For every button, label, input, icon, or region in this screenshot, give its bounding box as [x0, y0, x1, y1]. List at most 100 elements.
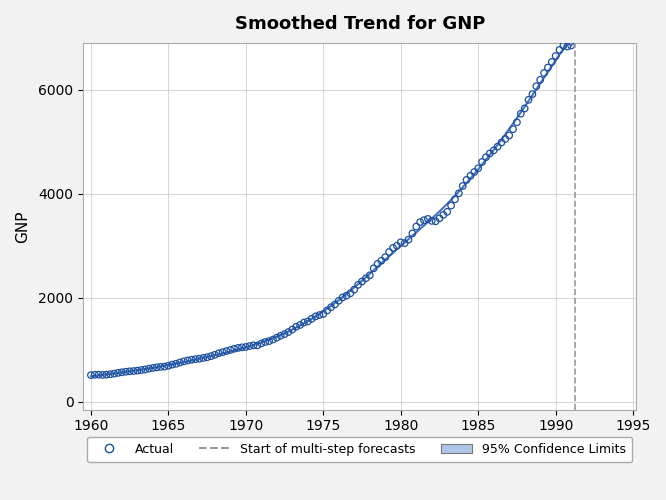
- Point: [302, 318, 313, 326]
- Point: [477, 158, 488, 166]
- Y-axis label: GNP: GNP: [15, 210, 30, 242]
- Point: [403, 236, 414, 244]
- Point: [558, 42, 569, 50]
- Point: [109, 370, 119, 378]
- Point: [298, 318, 309, 326]
- Point: [458, 182, 468, 190]
- Point: [353, 281, 364, 289]
- Point: [244, 342, 255, 350]
- Point: [86, 371, 97, 379]
- Point: [341, 292, 352, 300]
- Point: [469, 168, 480, 176]
- Point: [392, 242, 402, 250]
- Point: [295, 321, 306, 329]
- Point: [221, 347, 232, 355]
- Point: [93, 370, 104, 378]
- Point: [419, 216, 430, 224]
- Point: [159, 362, 170, 370]
- Point: [178, 358, 189, 366]
- Point: [539, 69, 549, 77]
- Point: [422, 215, 433, 223]
- Point: [236, 344, 247, 351]
- X-axis label: DATE: DATE: [340, 442, 380, 456]
- Point: [217, 348, 228, 356]
- Point: [240, 343, 251, 351]
- Point: [515, 110, 526, 118]
- Point: [535, 76, 545, 84]
- Point: [140, 366, 151, 374]
- Point: [349, 286, 360, 294]
- Point: [546, 58, 557, 66]
- Legend: Actual, Start of multi-step forecasts, 95% Confidence Limits: Actual, Start of multi-step forecasts, 9…: [87, 436, 632, 462]
- Point: [554, 46, 565, 54]
- Point: [198, 354, 208, 362]
- Point: [310, 312, 321, 320]
- Point: [511, 118, 522, 126]
- Point: [450, 196, 460, 203]
- Point: [357, 278, 368, 285]
- Point: [210, 351, 220, 359]
- Point: [488, 146, 499, 154]
- Title: Smoothed Trend for GNP: Smoothed Trend for GNP: [234, 15, 485, 33]
- Point: [125, 368, 135, 376]
- Point: [330, 300, 340, 308]
- Point: [167, 360, 178, 368]
- Point: [318, 310, 328, 318]
- Point: [400, 239, 410, 247]
- Point: [388, 244, 398, 252]
- Point: [326, 303, 336, 311]
- Point: [190, 355, 201, 363]
- Point: [117, 368, 127, 376]
- Point: [372, 260, 383, 268]
- Point: [136, 366, 147, 374]
- Point: [364, 272, 375, 280]
- Point: [279, 330, 290, 338]
- Point: [89, 371, 100, 379]
- Point: [291, 323, 302, 331]
- Point: [396, 238, 406, 246]
- Point: [144, 364, 155, 372]
- Point: [481, 153, 492, 161]
- Point: [272, 334, 282, 342]
- Point: [543, 64, 553, 72]
- Point: [430, 218, 441, 226]
- Point: [337, 294, 348, 302]
- Point: [101, 370, 112, 378]
- Point: [113, 369, 123, 377]
- Point: [434, 214, 445, 222]
- Point: [446, 202, 456, 209]
- Point: [407, 230, 418, 237]
- Point: [527, 90, 537, 98]
- Point: [151, 364, 162, 372]
- Point: [275, 332, 286, 340]
- Point: [376, 256, 387, 264]
- Point: [256, 340, 266, 347]
- Point: [252, 342, 263, 349]
- Point: [562, 42, 573, 50]
- Point: [426, 217, 437, 225]
- Point: [507, 125, 518, 133]
- Point: [492, 142, 503, 150]
- Point: [531, 82, 541, 90]
- Point: [148, 364, 159, 372]
- Point: [462, 176, 472, 184]
- Point: [334, 296, 344, 304]
- Point: [121, 368, 131, 376]
- Point: [232, 344, 243, 352]
- Point: [128, 367, 139, 375]
- Point: [174, 358, 185, 366]
- Point: [264, 337, 274, 345]
- Point: [415, 218, 426, 226]
- Point: [550, 52, 561, 60]
- Point: [105, 370, 116, 378]
- Point: [202, 353, 212, 361]
- Point: [496, 138, 507, 146]
- Point: [411, 222, 422, 230]
- Point: [360, 274, 371, 282]
- Point: [268, 336, 278, 344]
- Point: [523, 96, 534, 104]
- Point: [438, 211, 449, 219]
- Point: [322, 306, 332, 314]
- Point: [248, 342, 259, 349]
- Point: [283, 328, 294, 336]
